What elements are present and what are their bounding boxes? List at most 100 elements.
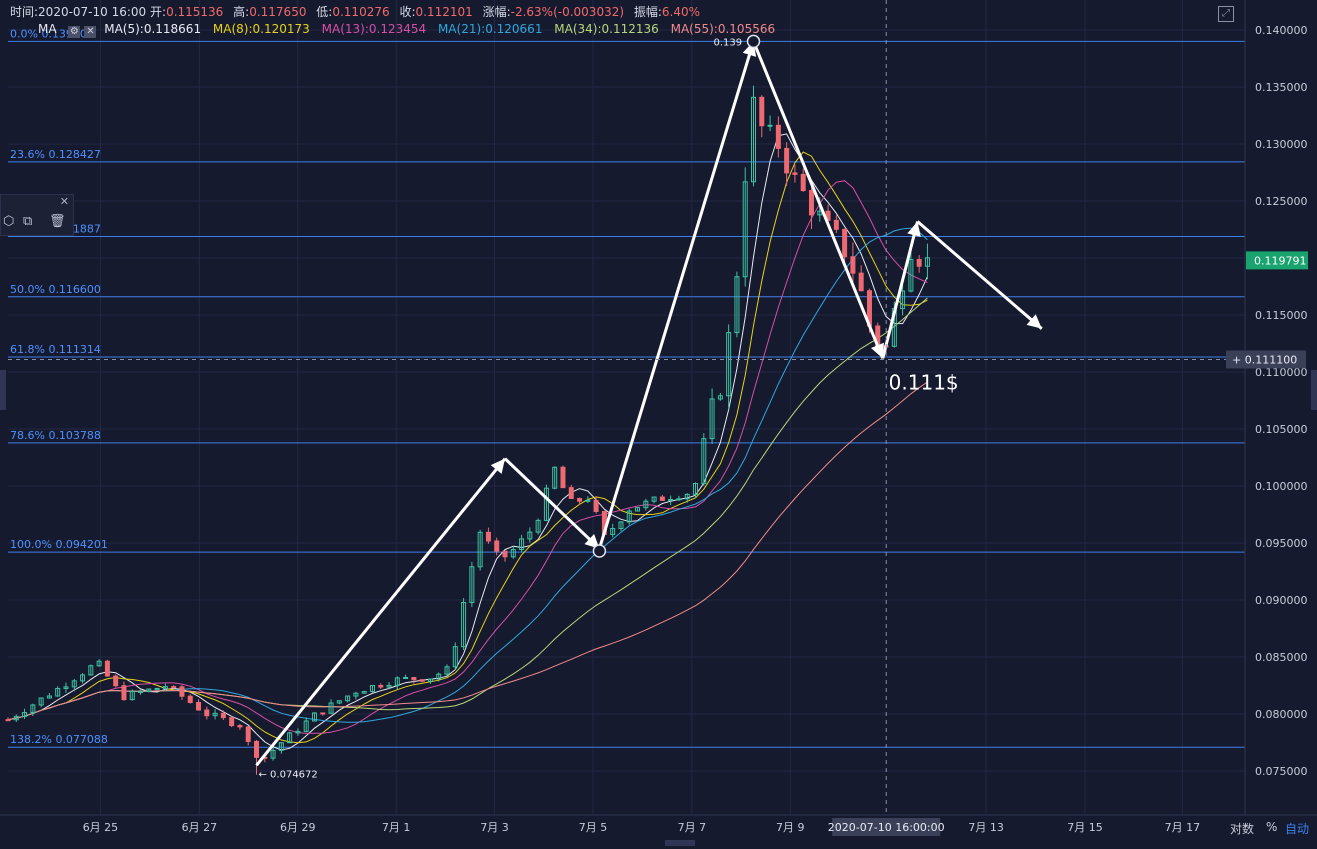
zigzag-segment bbox=[752, 40, 885, 359]
candle-body bbox=[220, 712, 226, 719]
left-resize-handle[interactable] bbox=[0, 370, 6, 410]
candle-body bbox=[751, 96, 756, 183]
candle bbox=[651, 496, 657, 504]
candle bbox=[643, 498, 649, 511]
x-tick-label: 7月 7 bbox=[678, 821, 707, 834]
candle-body bbox=[924, 257, 930, 267]
candle bbox=[187, 694, 193, 704]
fib-label: 100.0% 0.094201 bbox=[10, 538, 108, 551]
candle-body bbox=[734, 276, 740, 334]
close-icon[interactable]: ✕ bbox=[59, 195, 69, 208]
candle-body bbox=[204, 709, 210, 717]
y-tick-label: 0.130000 bbox=[1255, 138, 1308, 151]
candle-body bbox=[543, 487, 549, 521]
candle-body bbox=[295, 730, 301, 734]
candle-body bbox=[369, 685, 375, 693]
candle bbox=[485, 527, 491, 544]
y-tick-label: 0.140000 bbox=[1255, 24, 1308, 37]
x-tick-label: 7月 17 bbox=[1165, 821, 1201, 834]
right-resize-handle[interactable] bbox=[1311, 370, 1317, 410]
candle bbox=[55, 686, 61, 697]
candle bbox=[179, 684, 185, 700]
fib-label: 78.6% 0.103788 bbox=[10, 429, 101, 442]
candle-body bbox=[916, 259, 922, 267]
candle bbox=[916, 255, 922, 273]
trash-icon[interactable]: 🗑 bbox=[49, 214, 66, 229]
candle bbox=[436, 672, 442, 682]
candle-body bbox=[13, 715, 19, 721]
candle-body bbox=[378, 685, 384, 688]
ma-title: MA bbox=[38, 22, 57, 36]
candle bbox=[104, 659, 110, 677]
candle bbox=[369, 685, 375, 694]
percent-scale-toggle[interactable]: % bbox=[1266, 820, 1278, 834]
candle-body bbox=[568, 487, 574, 499]
candle bbox=[63, 682, 69, 693]
candle bbox=[858, 265, 864, 292]
candle bbox=[394, 676, 400, 690]
candle-body bbox=[635, 507, 641, 512]
candle-body bbox=[461, 602, 467, 648]
candle bbox=[121, 681, 127, 701]
candle bbox=[469, 561, 475, 608]
candle bbox=[30, 703, 36, 716]
candle bbox=[287, 731, 293, 744]
candle bbox=[386, 681, 392, 690]
log-scale-toggle[interactable]: 对数 bbox=[1230, 822, 1255, 836]
candle bbox=[900, 283, 906, 316]
amplitude-label: 振幅: bbox=[633, 5, 662, 19]
fib-label: 61.8% 0.111314 bbox=[10, 343, 101, 356]
candle-body bbox=[808, 190, 814, 216]
fullscreen-icon[interactable]: ⤢ bbox=[1218, 6, 1234, 22]
candle-body bbox=[328, 702, 334, 714]
last-price-label: 0.119791 bbox=[1254, 254, 1307, 267]
candle-body bbox=[46, 695, 52, 699]
auto-scale-toggle[interactable]: 自动 bbox=[1285, 822, 1310, 836]
candle bbox=[88, 664, 94, 676]
copy-icon[interactable]: ⧉ bbox=[23, 214, 33, 229]
arrow-head bbox=[584, 533, 600, 549]
candle-body bbox=[22, 712, 28, 717]
crosshair-time-label: 2020-07-10 16:00:00 bbox=[828, 821, 945, 834]
arrow-head bbox=[907, 221, 921, 237]
candle-body bbox=[701, 438, 707, 485]
arrow-head bbox=[490, 458, 505, 474]
plot-background bbox=[0, 0, 1245, 815]
candle-body bbox=[38, 697, 44, 706]
candle-body bbox=[668, 499, 674, 502]
candle bbox=[543, 484, 549, 522]
fib-label: 138.2% 0.077088 bbox=[10, 733, 108, 746]
ohlc-info-line: 时间:2020-07-10 16:00 开:0.115136 高:0.11765… bbox=[10, 3, 706, 20]
candle-body bbox=[427, 678, 433, 682]
arrow-head bbox=[1026, 314, 1042, 329]
ma8-line bbox=[7, 151, 928, 744]
candle bbox=[701, 433, 707, 486]
candle-body bbox=[610, 528, 616, 535]
close-icon[interactable]: ✕ bbox=[84, 26, 97, 38]
candle-body bbox=[552, 466, 558, 489]
ma8-label: MA(8):0.120173 bbox=[212, 22, 310, 36]
candle-body bbox=[113, 675, 119, 687]
candle-body bbox=[618, 521, 624, 530]
candle bbox=[220, 710, 226, 721]
hexagon-icon[interactable]: ⬡ bbox=[3, 214, 15, 229]
zigzag-segment bbox=[916, 220, 1043, 330]
arrow-head bbox=[870, 342, 884, 359]
drawing-toolbox: ✕ ⬡ ⧉ 🗑 bbox=[0, 194, 74, 236]
change-label: 涨幅: bbox=[482, 5, 511, 19]
candle-body bbox=[908, 259, 914, 292]
bottom-resize-handle[interactable] bbox=[665, 840, 695, 846]
candle bbox=[237, 723, 243, 730]
candle bbox=[635, 507, 641, 512]
candle-body bbox=[659, 496, 665, 501]
candle-body bbox=[452, 646, 458, 668]
y-tick-label: 0.135000 bbox=[1255, 81, 1308, 94]
y-tick-label: 0.090000 bbox=[1255, 594, 1308, 607]
candle bbox=[204, 706, 210, 720]
moving-averages bbox=[7, 133, 928, 751]
x-tick-label: 7月 1 bbox=[382, 821, 411, 834]
settings-icon[interactable]: ⚙ bbox=[68, 26, 81, 38]
